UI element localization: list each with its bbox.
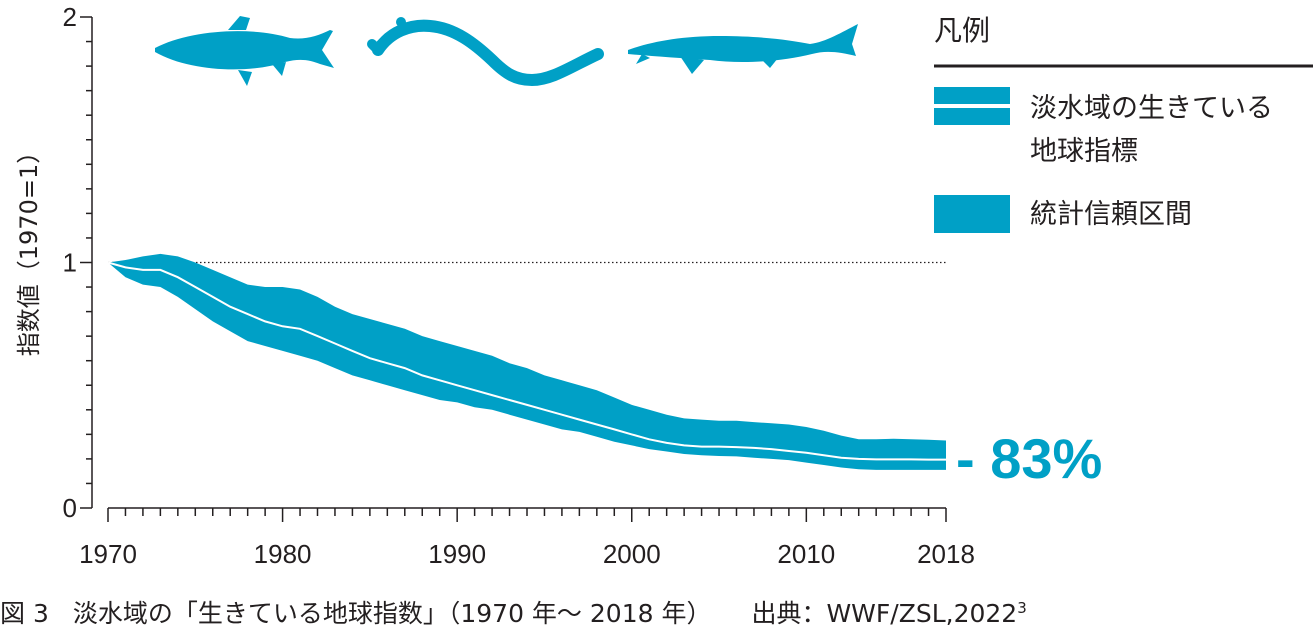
legend: 凡例 淡水域の生きている 地球指標 統計信頼区間 [934, 14, 1313, 233]
caption-figure-number: 図 3 [0, 599, 49, 628]
salmon-icon [155, 16, 334, 86]
legend-label-band: 統計信頼区間 [1030, 199, 1192, 230]
axes: 0 1 2 1970 1980 1990 2000 2010 2018 [63, 2, 975, 569]
legend-label-index-line2: 地球指標 [1030, 136, 1138, 167]
x-tick-label: 1990 [428, 539, 486, 569]
legend-line-swatch-stroke [934, 104, 1010, 108]
y-axis-label: 指数値（1970=1） [15, 140, 43, 356]
decline-annotation: - 83% [956, 427, 1102, 490]
x-tick-label: 2010 [777, 539, 835, 569]
sturgeon-icon [628, 24, 858, 74]
chart-marks [107, 253, 946, 470]
legend-title: 凡例 [934, 14, 990, 47]
index-series-line [107, 261, 946, 461]
caption-source-superscript: 3 [1017, 598, 1027, 617]
figure-caption: 図 3 淡水域の「生きている地球指数」（1970 年〜 2018 年） 出典：WWF… [0, 594, 1027, 634]
legend-label-index-line1: 淡水域の生きている [1030, 93, 1273, 124]
eel-icon [367, 17, 604, 87]
y-tick-label: 0 [63, 493, 77, 523]
y-tick-label: 2 [63, 2, 77, 32]
chart-area: 0 1 2 1970 1980 1990 2000 2010 2018 - 83% 指数値（19… [15, 2, 1313, 569]
x-tick-label: 1970 [79, 539, 137, 569]
caption-source: 出典：WWF/ZSL,2022 [751, 599, 1018, 628]
x-tick-label: 2018 [917, 539, 975, 569]
y-tick-label: 1 [63, 248, 77, 278]
confidence-band [108, 253, 946, 470]
legend-band-swatch [934, 195, 1010, 233]
caption-title: 淡水域の「生きている地球指数」（1970 年〜 2018 年） [72, 599, 712, 628]
x-tick-label: 1980 [254, 539, 312, 569]
x-tick-label: 2000 [603, 539, 661, 569]
